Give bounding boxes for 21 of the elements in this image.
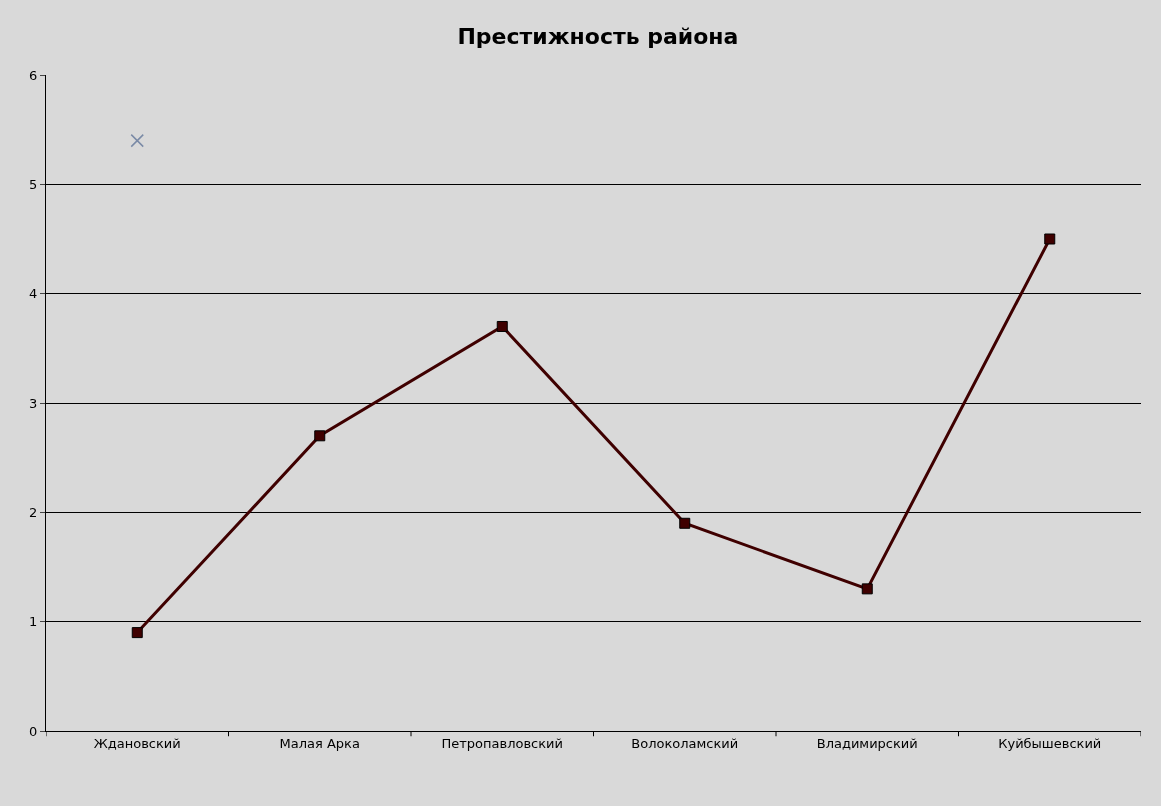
x-tick-label: Владимирский (816, 735, 918, 751)
chart-title: Престижность района (457, 23, 739, 49)
x-tick-label: Волоколамский (631, 735, 739, 751)
point (130, 133, 144, 148)
point (679, 517, 691, 529)
y-tick-label: 4 (29, 286, 38, 302)
point (131, 627, 143, 639)
x-tick-label: Куйбышевский (998, 735, 1102, 751)
point (314, 430, 326, 442)
y-tick-label: 3 (29, 395, 38, 411)
point (1044, 233, 1056, 245)
y-tick-label: 1 (29, 614, 38, 630)
x-tick-label: Малая Арка (279, 735, 360, 751)
y-tick-label: 0 (29, 723, 38, 739)
x-tick-label: Ждановский (93, 735, 181, 751)
y-tick-label: 5 (29, 176, 38, 192)
point (496, 320, 508, 332)
y-tick-label: 2 (29, 504, 38, 520)
x-tick-label: Петропавловский (441, 735, 564, 751)
point (861, 583, 873, 595)
y-tick-label: 6 (29, 67, 38, 83)
